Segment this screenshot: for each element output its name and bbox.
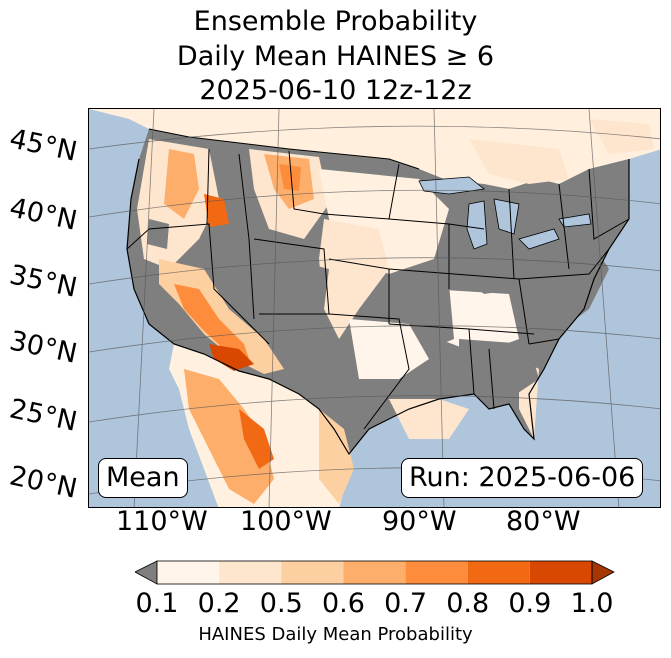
colorbar-tick-label: 0.6 xyxy=(321,588,365,619)
lat-label-45n: 45°N xyxy=(6,123,80,168)
colorbar xyxy=(135,560,615,585)
colorbar-tick-label: 0.8 xyxy=(446,588,490,619)
lon-label-100w: 100°W xyxy=(240,506,332,537)
colorbar-tick-label: 0.1 xyxy=(135,588,179,619)
graticule xyxy=(89,109,660,507)
lon-label-80w: 80°W xyxy=(506,506,581,537)
coastline xyxy=(126,158,630,456)
colorbar-tick-label: 1.0 xyxy=(570,588,614,619)
colorbar-tick-label: 0.5 xyxy=(259,588,303,619)
lon-label-110w: 110°W xyxy=(116,506,208,537)
title-line-3: 2025-06-10 12z-12z xyxy=(199,75,472,106)
colorbar-under-arrow xyxy=(135,560,158,585)
lon-label-90w: 90°W xyxy=(382,506,457,537)
colorbar-segment xyxy=(157,561,220,584)
lat-label-25n: 25°N xyxy=(6,393,80,438)
colorbar-segment xyxy=(281,561,344,584)
lat-label-30n: 30°N xyxy=(6,325,80,370)
probability-map xyxy=(88,108,661,508)
colorbar-segment xyxy=(219,561,282,584)
run-date-badge: Run: 2025-06-06 xyxy=(401,458,644,498)
lat-label-35n: 35°N xyxy=(6,259,80,304)
colorbar-segment xyxy=(405,561,468,584)
title-line-2: Daily Mean HAINES ≥ 6 xyxy=(176,41,495,72)
state-borders xyxy=(126,128,630,430)
mean-badge: Mean xyxy=(98,458,188,498)
title-line-1: Ensemble Probability xyxy=(193,6,478,37)
colorbar-label: HAINES Daily Mean Probability xyxy=(198,624,473,645)
colorbar-segment xyxy=(343,561,406,584)
map-svg xyxy=(89,109,660,507)
lat-label-20n: 20°N xyxy=(6,460,80,505)
colorbar-tick-label: 0.9 xyxy=(508,588,552,619)
colorbar-tick-label: 0.7 xyxy=(384,588,428,619)
lat-label-40n: 40°N xyxy=(6,192,80,237)
colorbar-segment xyxy=(529,561,592,584)
colorbar-over-arrow xyxy=(591,560,615,585)
colorbar-tick-label: 0.2 xyxy=(197,588,241,619)
colorbar-segment xyxy=(467,561,530,584)
great-lakes xyxy=(418,176,592,250)
